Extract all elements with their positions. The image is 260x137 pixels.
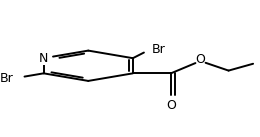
Text: O: O: [196, 53, 205, 66]
Text: Br: Br: [151, 43, 165, 56]
Text: O: O: [166, 99, 176, 112]
Text: Br: Br: [0, 72, 14, 85]
Text: N: N: [39, 52, 48, 65]
